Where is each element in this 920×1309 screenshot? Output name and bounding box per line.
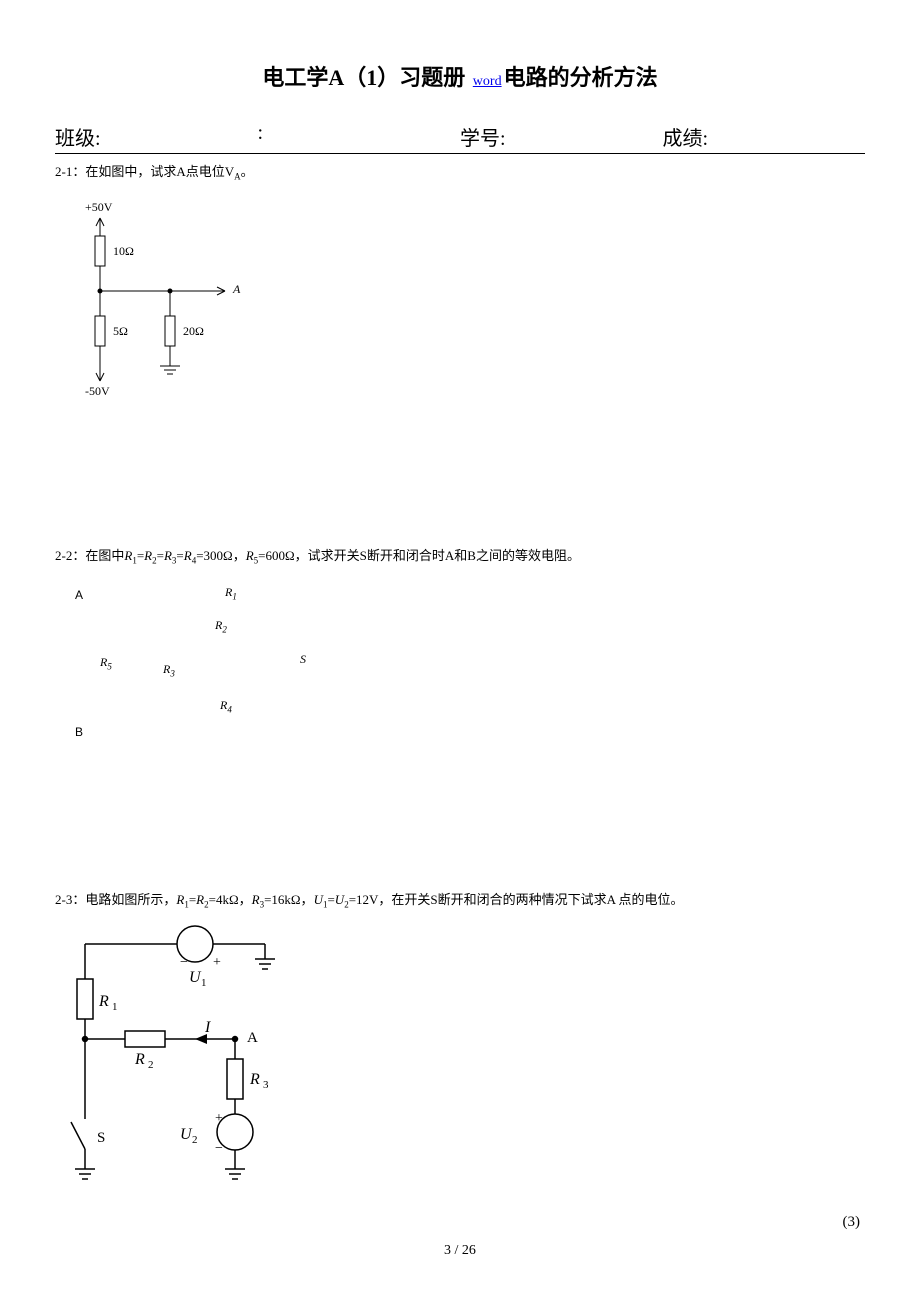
svg-text:−: − [180,955,188,970]
page-footer: 3 / 26 [0,1243,920,1259]
circuit3-svg: − + + − [65,924,325,1184]
svg-text:2: 2 [192,1134,198,1146]
word-link[interactable]: word [471,74,504,89]
r-eq: =4kΩ， [209,892,252,907]
problem-2-3: 2-3：电路如图所示，R1=R2=4kΩ，R3=16kΩ，U1=U2=12V，在… [55,890,865,912]
problem-label: 2-3： [55,892,85,907]
svg-text:+: + [215,1111,223,1126]
title-part2: 电路的分析方法 [504,65,658,90]
label-S: S [300,652,306,667]
label-A: A [247,1030,258,1046]
problem-2-1: 2-1：在如图中，试求A点电位VA。 [55,162,865,184]
problem-text: 在如图中，试求A点电位V [85,164,234,179]
label-50v-top: +50V [85,200,112,215]
class-field: 班级: [55,122,258,151]
label-R2: R2 [215,618,227,634]
svg-text:1: 1 [201,977,207,989]
label-R4: R4 [220,698,232,714]
r3-eq: =16kΩ， [264,892,314,907]
label-B: B [75,725,83,739]
label-node-a: A [233,282,240,297]
page-title: 电工学A（1）习题册 word电路的分析方法 [55,60,865,92]
u-eq: =12V，在开关S断开和闭合的两种情况下试求A 点的电位。 [349,892,684,907]
label-50v-bot: -50V [85,384,110,399]
label-S: S [97,1130,105,1146]
label-R5: R5 [100,655,112,671]
circuit-2: A B R1 R2 R3 R4 R5 S [75,580,355,750]
problem-label: 2-2： [55,548,85,563]
label-r1: 10Ω [113,244,134,259]
label-R1: R [98,993,109,1010]
circuit-3: − + + − [65,924,865,1189]
label-I: I [204,1019,211,1036]
problem-text: 在图中 [85,548,124,563]
label-R2: R [134,1051,145,1068]
svg-text:3: 3 [263,1079,269,1091]
page-number-right: (3) [843,1214,861,1231]
label-r2: 5Ω [113,324,128,339]
label-R1: R1 [225,585,237,601]
label-r3: 20Ω [183,324,204,339]
tail: 。 [241,164,254,179]
header-row: 班级: : 学号: 成绩: [55,122,865,154]
grade-field: 成绩: [663,122,866,151]
r5-eq: =600Ω，试求开关S断开和闭合时A和B之间的等效电阻。 [258,548,580,563]
circuit-1: +50V -50V 10Ω 5Ω 20Ω A [65,196,285,426]
problem-2-2: 2-2：在图中R1=R2=R3=R4=300Ω，R5=600Ω，试求开关S断开和… [55,546,865,568]
svg-text:1: 1 [112,1001,118,1013]
r-eq: =300Ω， [196,548,246,563]
name-field: : [258,122,461,151]
problem-text: 电路如图所示， [85,892,176,907]
problem-label: 2-1： [55,164,85,179]
svg-text:+: + [213,955,221,970]
title-part1: 电工学A（1）习题册 [262,65,465,90]
label-R3: R3 [163,662,175,678]
svg-text:2: 2 [148,1059,154,1071]
svg-text:−: − [215,1141,223,1156]
label-A: A [75,588,83,602]
label-R3: R [249,1071,260,1088]
id-field: 学号: [460,122,663,151]
